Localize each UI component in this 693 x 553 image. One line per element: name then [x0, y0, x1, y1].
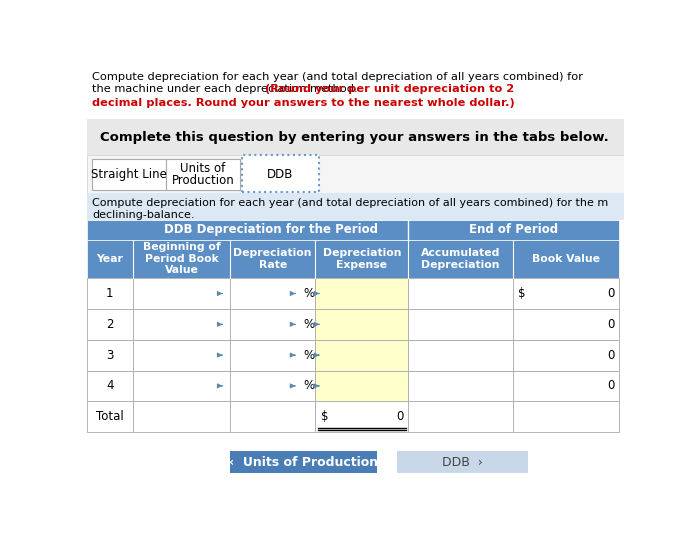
- Bar: [408, 278, 513, 309]
- Bar: [315, 340, 408, 371]
- Bar: [315, 278, 408, 309]
- Text: 1: 1: [106, 287, 114, 300]
- Text: Total: Total: [96, 410, 124, 423]
- Bar: [87, 309, 133, 340]
- Bar: [230, 371, 315, 401]
- Bar: [133, 340, 230, 371]
- Bar: [230, 451, 377, 473]
- Bar: [513, 371, 619, 401]
- Text: 4: 4: [106, 379, 114, 393]
- Bar: [133, 371, 230, 401]
- Bar: [315, 371, 408, 401]
- Bar: [315, 401, 408, 432]
- Bar: [87, 371, 133, 401]
- Text: %: %: [304, 318, 315, 331]
- Bar: [87, 194, 624, 220]
- Text: Depreciation
Rate: Depreciation Rate: [234, 248, 312, 270]
- Text: Compute depreciation for each year (and total depreciation of all years combined: Compute depreciation for each year (and …: [92, 72, 583, 82]
- Text: (Round your per unit depreciation to 2: (Round your per unit depreciation to 2: [265, 85, 514, 95]
- Text: Production: Production: [171, 174, 234, 187]
- Text: Book Value: Book Value: [532, 254, 600, 264]
- Text: $: $: [322, 410, 329, 423]
- Bar: [87, 278, 133, 309]
- Text: Depreciation
Expense: Depreciation Expense: [322, 248, 401, 270]
- Text: 0: 0: [607, 348, 615, 362]
- Bar: [87, 340, 133, 371]
- Text: Beginning of
Period Book
Value: Beginning of Period Book Value: [143, 242, 220, 275]
- Text: $: $: [518, 287, 526, 300]
- Text: 0: 0: [607, 287, 615, 300]
- Text: Accumulated
Depreciation: Accumulated Depreciation: [421, 248, 500, 270]
- Text: %: %: [304, 287, 315, 300]
- Bar: [513, 278, 619, 309]
- Bar: [166, 159, 240, 190]
- Text: 0: 0: [607, 379, 615, 393]
- Text: the machine under each depreciation method.: the machine under each depreciation meth…: [92, 85, 361, 95]
- Text: declining-balance.: declining-balance.: [92, 210, 195, 220]
- Text: 0: 0: [607, 318, 615, 331]
- Text: decimal places. Round your answers to the nearest whole dollar.): decimal places. Round your answers to th…: [92, 97, 515, 107]
- Text: Complete this question by entering your answers in the tabs below.: Complete this question by entering your …: [100, 131, 609, 144]
- Bar: [408, 309, 513, 340]
- Text: %: %: [304, 348, 315, 362]
- Text: Units of: Units of: [180, 161, 225, 175]
- Bar: [133, 309, 230, 340]
- Bar: [408, 371, 513, 401]
- Bar: [230, 309, 315, 340]
- Bar: [230, 278, 315, 309]
- Bar: [242, 155, 319, 192]
- Text: DDB: DDB: [267, 168, 294, 181]
- Text: End of Period: End of Period: [469, 223, 559, 236]
- Text: DDB  ›: DDB ›: [442, 456, 483, 468]
- Bar: [408, 340, 513, 371]
- Bar: [408, 401, 513, 432]
- Text: 2: 2: [106, 318, 114, 331]
- Text: ‹  Units of Production: ‹ Units of Production: [229, 456, 378, 468]
- Text: Straight Line: Straight Line: [91, 168, 166, 181]
- Bar: [92, 159, 166, 190]
- Bar: [133, 401, 230, 432]
- Bar: [133, 278, 230, 309]
- Bar: [87, 119, 624, 155]
- Bar: [315, 309, 408, 340]
- Bar: [87, 401, 133, 432]
- Text: 3: 3: [106, 348, 114, 362]
- Bar: [87, 220, 619, 239]
- Text: Year: Year: [96, 254, 123, 264]
- Text: DDB Depreciation for the Period: DDB Depreciation for the Period: [164, 223, 378, 236]
- Bar: [396, 451, 528, 473]
- Bar: [230, 401, 315, 432]
- Text: %: %: [304, 379, 315, 393]
- Text: Compute depreciation for each year (and total depreciation of all years combined: Compute depreciation for each year (and …: [92, 199, 608, 208]
- Text: 0: 0: [396, 410, 403, 423]
- Bar: [87, 155, 624, 194]
- Bar: [513, 401, 619, 432]
- Bar: [513, 340, 619, 371]
- Bar: [87, 239, 619, 278]
- Bar: [513, 309, 619, 340]
- Bar: [230, 340, 315, 371]
- Bar: [242, 155, 319, 192]
- Bar: [87, 66, 624, 119]
